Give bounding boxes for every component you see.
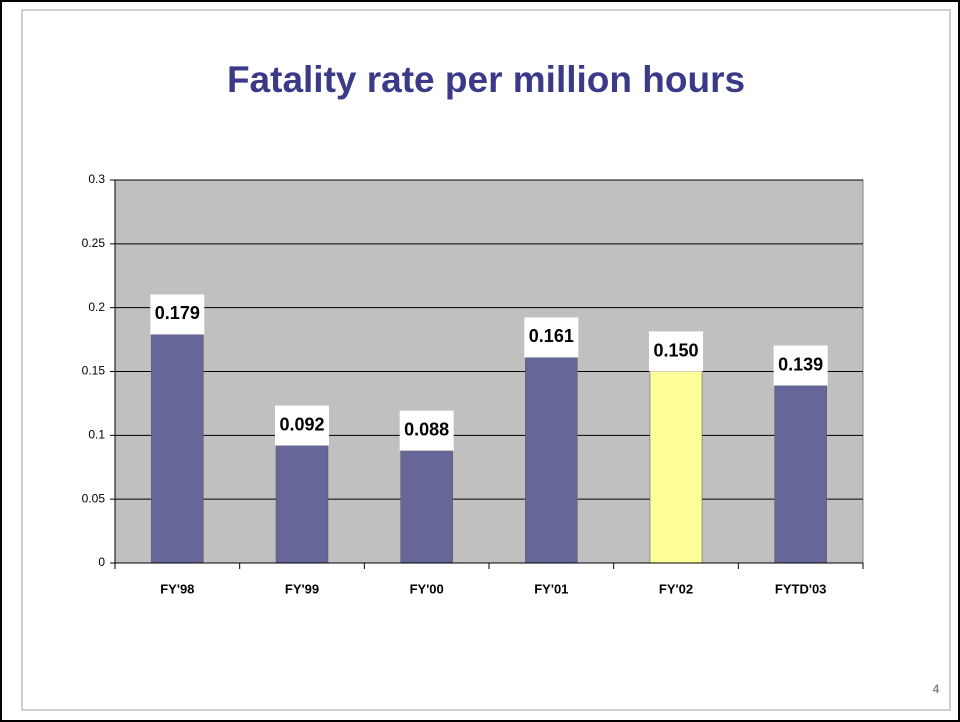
x-tick-label: FY'01 <box>534 581 568 596</box>
y-tick-label: 0.1 <box>88 428 105 442</box>
value-label-box <box>275 405 329 446</box>
value-label: 0.088 <box>404 419 449 439</box>
value-label: 0.139 <box>778 354 823 374</box>
y-tick-label: 0.25 <box>82 236 106 250</box>
value-label: 0.150 <box>653 340 698 360</box>
bar <box>275 445 329 564</box>
bar <box>525 357 578 564</box>
x-tick-label: FY'98 <box>160 581 194 596</box>
value-label-box <box>773 345 828 386</box>
x-tick-label: FY'99 <box>285 581 319 596</box>
value-label-box <box>524 317 579 358</box>
value-label: 0.179 <box>155 303 200 323</box>
value-label: 0.161 <box>529 326 574 346</box>
bar <box>400 450 453 564</box>
value-label: 0.092 <box>279 414 324 434</box>
chart-title: Fatality rate per million hours <box>227 59 745 100</box>
y-tick-label: 0.3 <box>88 172 105 186</box>
slide-number: 4 <box>933 682 940 696</box>
value-label-box <box>649 331 703 372</box>
bar <box>151 334 204 564</box>
slide-border <box>21 9 951 711</box>
value-label-box <box>399 410 454 451</box>
value-label-box <box>150 294 205 335</box>
bar <box>649 371 703 564</box>
x-tick-label: FYTD'03 <box>775 581 827 596</box>
bar <box>774 385 827 564</box>
y-tick-label: 0.05 <box>82 491 106 505</box>
y-tick-label: 0 <box>98 555 105 569</box>
y-tick-label: 0.15 <box>82 364 106 378</box>
x-tick-label: FY'00 <box>410 581 444 596</box>
x-tick-label: FY'02 <box>659 581 693 596</box>
y-tick-label: 0.2 <box>88 300 105 314</box>
